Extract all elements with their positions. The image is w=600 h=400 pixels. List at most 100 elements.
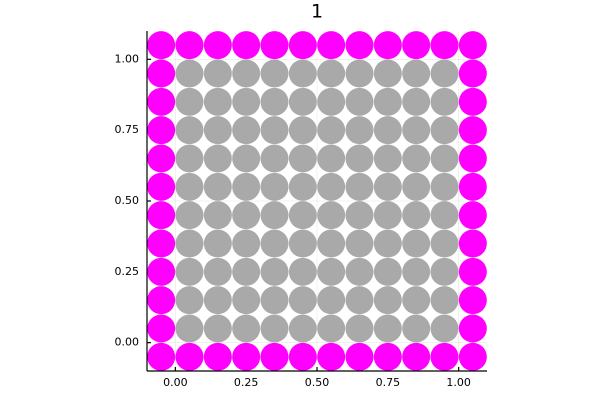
point [203, 172, 232, 201]
point [373, 59, 402, 88]
chart-title: 1 [311, 1, 323, 23]
point [288, 87, 317, 116]
point [430, 144, 459, 173]
point [147, 172, 176, 201]
point [458, 229, 487, 258]
x-tick-label: 0.75 [376, 376, 401, 389]
y-tick-label: 0.25 [115, 265, 140, 278]
point [373, 144, 402, 173]
point [175, 59, 204, 88]
point [232, 314, 261, 343]
x-tick-label: 0.50 [305, 376, 330, 389]
point [402, 201, 431, 230]
point [373, 314, 402, 343]
point [430, 116, 459, 145]
point [232, 87, 261, 116]
point [317, 87, 346, 116]
point [345, 172, 374, 201]
point [147, 144, 176, 173]
point [373, 201, 402, 230]
point [147, 229, 176, 258]
point [147, 201, 176, 230]
x-tick-label: 1.00 [446, 376, 471, 389]
point [203, 342, 232, 371]
point [288, 59, 317, 88]
point [175, 257, 204, 286]
point [232, 257, 261, 286]
point [260, 144, 289, 173]
point [175, 31, 204, 60]
point [232, 116, 261, 145]
x-tick-label: 0.00 [163, 376, 188, 389]
point [260, 342, 289, 371]
point [402, 144, 431, 173]
point [147, 31, 176, 60]
point [175, 116, 204, 145]
point [458, 59, 487, 88]
x-tick-label: 0.25 [234, 376, 259, 389]
point [260, 286, 289, 315]
point [402, 116, 431, 145]
point [317, 201, 346, 230]
point [260, 116, 289, 145]
point [232, 286, 261, 315]
point [402, 59, 431, 88]
point [317, 59, 346, 88]
point [373, 342, 402, 371]
point [373, 31, 402, 60]
point [232, 31, 261, 60]
point [402, 286, 431, 315]
point [232, 59, 261, 88]
y-tick-label: 1.00 [115, 52, 140, 65]
point [203, 314, 232, 343]
point [317, 286, 346, 315]
point [175, 342, 204, 371]
point [203, 59, 232, 88]
point [232, 144, 261, 173]
point [288, 229, 317, 258]
point [373, 257, 402, 286]
point [458, 257, 487, 286]
point [260, 257, 289, 286]
point [458, 286, 487, 315]
point [458, 116, 487, 145]
point [203, 31, 232, 60]
point [147, 87, 176, 116]
point [260, 314, 289, 343]
point [175, 87, 204, 116]
point [203, 257, 232, 286]
point [458, 201, 487, 230]
y-tick-label: 0.75 [115, 123, 140, 136]
point [288, 314, 317, 343]
point [345, 257, 374, 286]
point [147, 314, 176, 343]
point [288, 144, 317, 173]
point [345, 342, 374, 371]
point [402, 87, 431, 116]
point [430, 201, 459, 230]
point [430, 229, 459, 258]
point [147, 257, 176, 286]
point [402, 229, 431, 258]
point [373, 87, 402, 116]
point [147, 116, 176, 145]
point [317, 314, 346, 343]
point [288, 116, 317, 145]
point [373, 116, 402, 145]
point [260, 201, 289, 230]
point [430, 87, 459, 116]
point [402, 342, 431, 371]
point [373, 229, 402, 258]
point [232, 201, 261, 230]
point [345, 59, 374, 88]
y-tick-label: 0.50 [115, 194, 140, 207]
point [345, 87, 374, 116]
point [402, 31, 431, 60]
point [345, 229, 374, 258]
point [203, 201, 232, 230]
point [345, 286, 374, 315]
point [345, 116, 374, 145]
point [203, 144, 232, 173]
y-tick-label: 0.00 [115, 336, 140, 349]
